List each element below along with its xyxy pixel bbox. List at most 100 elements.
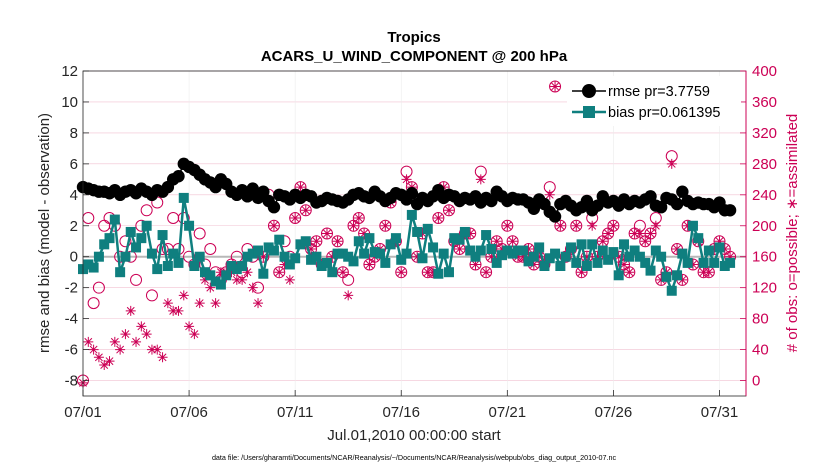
obs-possible-point-24: [204, 242, 217, 255]
rmse-point-62: [405, 187, 419, 200]
y-tick-label-3: -2: [65, 280, 78, 297]
bias-point-24: [205, 270, 216, 281]
obs-assimilated-point-121: [719, 243, 730, 254]
bias-point-54: [364, 233, 375, 244]
bias-point-98: [597, 245, 608, 256]
bias-point-76: [481, 230, 492, 241]
obs-assimilated-point-48: [332, 236, 343, 247]
obs-possible-point-60: [395, 266, 408, 279]
bias-point-92: [565, 242, 576, 253]
obs-assimilated-point-53: [359, 228, 370, 239]
bias-point-113: [677, 248, 688, 259]
bias-point-122: [725, 257, 736, 268]
y-tick-label-5: 2: [70, 218, 78, 235]
x-axis-ticks: 07/01 07/06 07/11 07/16 07/21 07/26 07/31: [64, 390, 738, 421]
obs-assimilated-point-97: [592, 251, 603, 262]
obs-assimilated-point-50: [343, 290, 354, 301]
obs-assimilated-point-85: [528, 259, 539, 270]
obs-assimilated-point-12: [141, 329, 152, 340]
obs-assimilated-point-117: [698, 267, 709, 278]
bias-point-61: [401, 248, 412, 259]
obs-possible-point-37: [273, 266, 286, 279]
y2-axis-ticks: 0 40 80 120 160 200 240 280 320 360 400: [740, 63, 777, 390]
bias-point-91: [560, 251, 571, 262]
obs-possible-point-89: [549, 80, 562, 93]
x-tick-label-5: 07/26: [595, 404, 633, 421]
bias-point-102: [619, 239, 630, 250]
bias-point-67: [433, 268, 444, 279]
bias-point-72: [459, 226, 470, 237]
y2-tick-label-10: 400: [752, 63, 777, 80]
y2-tick-label-9: 360: [752, 94, 777, 111]
y2-tick-label-3: 120: [752, 280, 777, 297]
obs-assimilated-point-86: [534, 251, 545, 262]
bias-point-30: [237, 261, 248, 271]
bias-point-64: [417, 253, 428, 264]
obs-possible-point-107: [644, 227, 657, 240]
bias-point-57: [380, 257, 391, 268]
obs-assimilated-point-71: [454, 243, 465, 254]
y2-tick-label-8: 320: [752, 125, 777, 142]
bias-point-99: [603, 254, 614, 265]
x-tick-label-6: 07/31: [701, 404, 739, 421]
bias-point-109: [656, 251, 667, 262]
x-tick-label-4: 07/21: [489, 404, 527, 421]
bias-point-69: [443, 267, 454, 278]
bias-point-82: [512, 245, 523, 256]
chart-title: Tropics: [387, 29, 440, 46]
bias-series-markers: [78, 192, 736, 296]
bias-point-40: [290, 253, 301, 264]
rmse-point-122: [723, 204, 737, 217]
obs-assimilated-point-80: [502, 220, 513, 231]
bias-point-59: [390, 233, 401, 244]
y-tick-label-4: 0: [70, 249, 78, 266]
bias-point-107: [645, 265, 656, 276]
obs-assimilated-point-113: [677, 274, 688, 285]
obs-possible-point-10: [130, 273, 143, 286]
bias-point-27: [221, 270, 232, 281]
bias-point-23: [199, 267, 210, 278]
obs-possible-point-48: [331, 235, 344, 248]
obs-assimilated-point-79: [497, 243, 508, 254]
bias-point-68: [438, 248, 449, 259]
obs-assimilated-point-64: [417, 228, 428, 239]
obs-assimilated-point-25: [210, 298, 221, 309]
obs-possible-point-103: [623, 266, 636, 279]
obs-possible-point-44: [310, 235, 323, 248]
bias-point-74: [470, 251, 481, 262]
bias-point-83: [518, 245, 529, 256]
bias-point-105: [634, 251, 645, 262]
obs-assimilated-point-34: [258, 251, 269, 262]
y2-tick-label-7: 280: [752, 156, 777, 173]
obs-assimilated-point-112: [672, 243, 683, 254]
obs-assimilated-point-69: [443, 205, 454, 216]
obs-assimilated-point-17: [168, 305, 179, 316]
obs-assimilated-point-54: [364, 259, 375, 270]
y-tick-label-1: -6: [65, 342, 78, 359]
y-tick-label-8: 8: [70, 125, 78, 142]
obs-possible-point-22: [193, 227, 206, 240]
bias-point-45: [316, 261, 327, 271]
obs-assimilated-point-106: [640, 236, 651, 247]
obs-possible-point-76: [480, 266, 493, 279]
obs-assimilated-point-57: [380, 220, 391, 231]
bias-point-35: [263, 242, 274, 253]
bias-point-49: [337, 248, 348, 259]
bias-point-25: [210, 276, 221, 287]
bias-point-56: [375, 248, 386, 259]
rmse-point-107: [644, 190, 657, 203]
bias-point-20: [184, 220, 195, 231]
obs-assimilated-point-120: [714, 236, 725, 247]
bias-point-29: [231, 264, 242, 275]
bias-point-117: [698, 257, 709, 268]
bias-point-58: [385, 239, 396, 250]
obs-assimilated-point-83: [518, 251, 529, 262]
obs-possible-point-8: [119, 235, 132, 248]
obs-assimilated-point-15: [157, 352, 168, 363]
obs-assimilated-point-39: [284, 274, 295, 285]
rmse-point-34: [257, 185, 270, 198]
obs-possible-point-3: [92, 281, 105, 294]
bias-point-33: [253, 245, 264, 256]
bias-point-10: [131, 242, 142, 253]
obs-possible-point-94: [575, 266, 588, 279]
